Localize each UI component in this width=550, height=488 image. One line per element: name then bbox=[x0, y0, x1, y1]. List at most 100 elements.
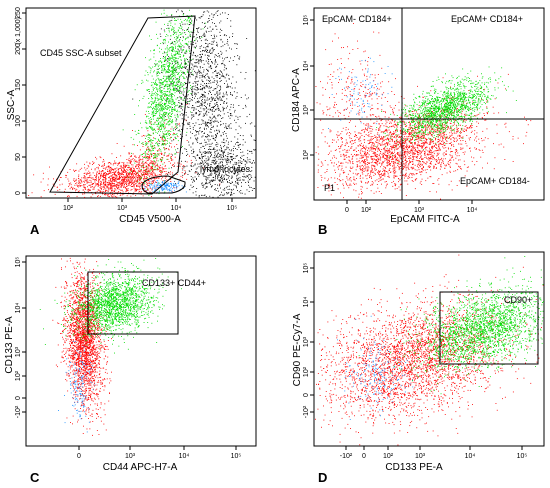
event-point bbox=[171, 42, 172, 44]
event-point bbox=[187, 78, 188, 80]
event-point bbox=[246, 189, 248, 191]
event-point bbox=[172, 128, 174, 130]
event-point bbox=[124, 169, 125, 170]
event-point bbox=[232, 33, 234, 35]
event-point bbox=[133, 138, 135, 140]
event-point bbox=[95, 175, 97, 177]
event-point bbox=[203, 145, 205, 147]
event-point bbox=[167, 86, 168, 88]
event-point bbox=[173, 29, 175, 31]
event-point bbox=[214, 103, 216, 105]
event-point bbox=[194, 40, 196, 42]
event-point bbox=[168, 21, 170, 23]
event-point bbox=[199, 66, 201, 68]
event-point bbox=[171, 186, 172, 188]
event-point bbox=[210, 173, 212, 175]
event-point bbox=[178, 85, 180, 87]
event-point bbox=[226, 73, 228, 75]
event-point bbox=[162, 123, 164, 125]
event-point bbox=[148, 141, 150, 142]
event-point bbox=[224, 65, 226, 66]
event-point bbox=[216, 129, 218, 131]
event-point bbox=[143, 184, 145, 186]
event-point bbox=[112, 196, 114, 198]
event-point bbox=[156, 168, 158, 170]
event-point bbox=[174, 189, 175, 191]
event-point bbox=[174, 180, 175, 182]
event-point bbox=[197, 173, 198, 175]
event-point bbox=[130, 156, 132, 157]
event-point bbox=[240, 157, 241, 158]
event-point bbox=[202, 167, 204, 169]
event-point bbox=[197, 142, 199, 143]
event-point bbox=[161, 127, 162, 129]
event-point bbox=[108, 177, 109, 179]
event-point bbox=[206, 180, 207, 182]
event-point bbox=[105, 183, 107, 185]
event-point bbox=[169, 189, 171, 191]
event-point bbox=[373, 148, 375, 149]
event-point bbox=[157, 150, 159, 152]
event-point bbox=[207, 75, 209, 77]
event-point bbox=[152, 95, 154, 96]
event-point bbox=[126, 164, 127, 166]
event-point bbox=[87, 181, 89, 183]
event-point bbox=[144, 187, 146, 189]
event-point bbox=[114, 180, 116, 182]
event-point bbox=[202, 186, 204, 188]
event-point bbox=[209, 167, 211, 169]
event-point bbox=[81, 185, 83, 187]
event-point bbox=[170, 35, 172, 37]
event-point bbox=[221, 63, 222, 65]
event-point bbox=[155, 153, 157, 155]
event-point bbox=[159, 101, 161, 103]
event-point bbox=[164, 113, 166, 115]
event-point bbox=[196, 81, 198, 82]
event-point bbox=[162, 39, 164, 41]
event-point bbox=[197, 84, 198, 86]
event-point bbox=[180, 84, 182, 86]
event-point bbox=[168, 65, 170, 66]
event-point bbox=[127, 189, 128, 191]
event-point bbox=[154, 153, 155, 154]
event-point bbox=[136, 185, 137, 186]
event-point bbox=[109, 170, 111, 172]
event-point bbox=[171, 57, 173, 59]
event-point bbox=[205, 136, 206, 137]
event-point bbox=[123, 175, 125, 177]
event-point bbox=[142, 171, 144, 173]
event-point bbox=[111, 170, 113, 172]
event-point bbox=[232, 153, 234, 155]
event-point bbox=[214, 157, 216, 159]
event-point bbox=[164, 165, 166, 167]
event-point bbox=[175, 85, 177, 86]
event-point bbox=[169, 135, 170, 136]
event-point bbox=[77, 191, 79, 192]
event-point bbox=[157, 185, 159, 187]
event-point bbox=[188, 41, 190, 43]
event-point bbox=[145, 154, 147, 156]
event-point bbox=[180, 18, 182, 20]
event-point bbox=[161, 61, 163, 63]
event-point bbox=[145, 172, 146, 174]
event-point bbox=[226, 98, 228, 100]
event-point bbox=[187, 36, 189, 38]
event-point bbox=[117, 178, 119, 180]
event-point bbox=[186, 70, 188, 72]
event-point bbox=[219, 183, 221, 185]
event-point bbox=[168, 80, 170, 82]
event-point bbox=[107, 173, 108, 175]
event-point bbox=[124, 164, 126, 166]
event-point bbox=[179, 87, 181, 89]
event-point bbox=[47, 178, 49, 180]
event-point bbox=[205, 48, 207, 50]
event-point bbox=[191, 67, 193, 69]
event-point bbox=[207, 27, 209, 29]
event-point bbox=[401, 164, 402, 166]
event-point bbox=[226, 162, 228, 164]
event-point bbox=[209, 148, 211, 150]
event-point bbox=[172, 51, 174, 52]
event-point bbox=[175, 129, 176, 131]
event-point bbox=[206, 143, 208, 145]
event-point bbox=[147, 169, 149, 171]
